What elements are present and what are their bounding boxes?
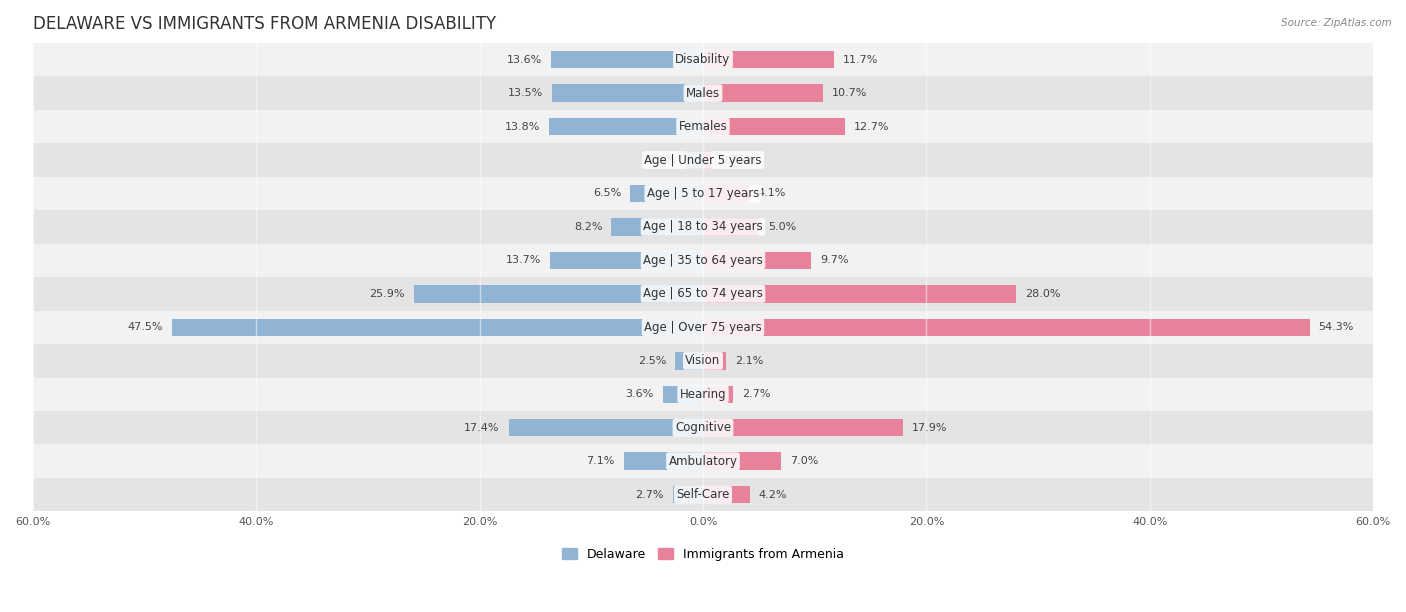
Bar: [624, 452, 703, 470]
Text: Cognitive: Cognitive: [675, 421, 731, 435]
Text: 1.5%: 1.5%: [650, 155, 678, 165]
Text: 2.7%: 2.7%: [742, 389, 770, 399]
Text: 3.6%: 3.6%: [626, 389, 654, 399]
Bar: [703, 319, 1310, 336]
Bar: [551, 51, 703, 69]
Text: Age | Over 75 years: Age | Over 75 years: [644, 321, 762, 334]
Text: Age | 35 to 64 years: Age | 35 to 64 years: [643, 254, 763, 267]
Bar: [703, 151, 711, 169]
Bar: [32, 378, 1374, 411]
Bar: [703, 252, 811, 269]
Bar: [703, 419, 903, 436]
Text: 9.7%: 9.7%: [820, 255, 849, 266]
Bar: [32, 177, 1374, 210]
Text: Age | 18 to 34 years: Age | 18 to 34 years: [643, 220, 763, 233]
Text: 7.1%: 7.1%: [586, 456, 614, 466]
Bar: [612, 218, 703, 236]
Bar: [32, 244, 1374, 277]
Text: 0.76%: 0.76%: [720, 155, 756, 165]
Text: Disability: Disability: [675, 53, 731, 66]
Text: 2.7%: 2.7%: [636, 490, 664, 499]
Bar: [703, 352, 727, 370]
Bar: [32, 110, 1374, 143]
Legend: Delaware, Immigrants from Armenia: Delaware, Immigrants from Armenia: [557, 543, 849, 566]
Text: 6.5%: 6.5%: [593, 188, 621, 198]
Text: Age | Under 5 years: Age | Under 5 years: [644, 154, 762, 166]
Text: Age | 5 to 17 years: Age | 5 to 17 years: [647, 187, 759, 200]
Text: 2.5%: 2.5%: [638, 356, 666, 366]
Text: 17.9%: 17.9%: [912, 423, 948, 433]
Text: Males: Males: [686, 86, 720, 100]
Text: 4.1%: 4.1%: [758, 188, 786, 198]
Bar: [32, 311, 1374, 344]
Text: 8.2%: 8.2%: [574, 222, 602, 232]
Bar: [413, 285, 703, 302]
Bar: [548, 118, 703, 135]
Bar: [703, 218, 759, 236]
Bar: [675, 352, 703, 370]
Bar: [703, 185, 749, 202]
Bar: [550, 252, 703, 269]
Text: Source: ZipAtlas.com: Source: ZipAtlas.com: [1281, 18, 1392, 28]
Bar: [509, 419, 703, 436]
Bar: [686, 151, 703, 169]
Bar: [32, 277, 1374, 311]
Text: Ambulatory: Ambulatory: [668, 455, 738, 468]
Bar: [703, 386, 733, 403]
Bar: [673, 486, 703, 503]
Bar: [32, 143, 1374, 177]
Text: 54.3%: 54.3%: [1319, 323, 1354, 332]
Text: 13.5%: 13.5%: [508, 88, 543, 98]
Bar: [703, 486, 749, 503]
Bar: [703, 118, 845, 135]
Text: 13.8%: 13.8%: [505, 122, 540, 132]
Bar: [703, 51, 834, 69]
Bar: [173, 319, 703, 336]
Text: 7.0%: 7.0%: [790, 456, 818, 466]
Text: 10.7%: 10.7%: [831, 88, 868, 98]
Bar: [662, 386, 703, 403]
Text: 11.7%: 11.7%: [842, 54, 877, 65]
Text: 13.6%: 13.6%: [506, 54, 543, 65]
Text: 2.1%: 2.1%: [735, 356, 763, 366]
Bar: [32, 478, 1374, 512]
Text: 28.0%: 28.0%: [1025, 289, 1060, 299]
Text: 13.7%: 13.7%: [506, 255, 541, 266]
Text: Age | 65 to 74 years: Age | 65 to 74 years: [643, 288, 763, 300]
Bar: [32, 344, 1374, 378]
Text: 47.5%: 47.5%: [128, 323, 163, 332]
Bar: [32, 444, 1374, 478]
Text: 25.9%: 25.9%: [370, 289, 405, 299]
Text: Hearing: Hearing: [679, 388, 727, 401]
Text: 5.0%: 5.0%: [768, 222, 796, 232]
Text: Vision: Vision: [685, 354, 721, 367]
Text: Females: Females: [679, 120, 727, 133]
Bar: [32, 76, 1374, 110]
Bar: [703, 285, 1017, 302]
Bar: [630, 185, 703, 202]
Text: 4.2%: 4.2%: [759, 490, 787, 499]
Bar: [703, 452, 782, 470]
Bar: [32, 43, 1374, 76]
Text: 17.4%: 17.4%: [464, 423, 499, 433]
Bar: [553, 84, 703, 102]
Bar: [703, 84, 823, 102]
Text: Self-Care: Self-Care: [676, 488, 730, 501]
Bar: [32, 411, 1374, 444]
Bar: [32, 210, 1374, 244]
Text: 12.7%: 12.7%: [853, 122, 890, 132]
Text: DELAWARE VS IMMIGRANTS FROM ARMENIA DISABILITY: DELAWARE VS IMMIGRANTS FROM ARMENIA DISA…: [32, 15, 496, 33]
